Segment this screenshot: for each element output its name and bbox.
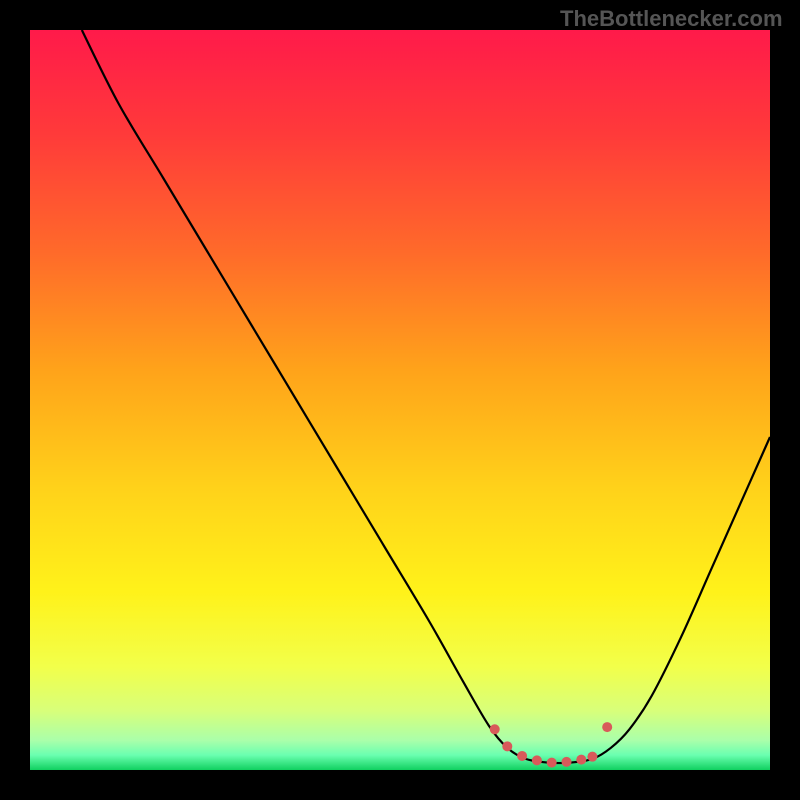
plot-area [30,30,770,770]
chart-frame: TheBottlenecker.com [0,0,800,800]
watermark-text: TheBottlenecker.com [560,6,783,32]
